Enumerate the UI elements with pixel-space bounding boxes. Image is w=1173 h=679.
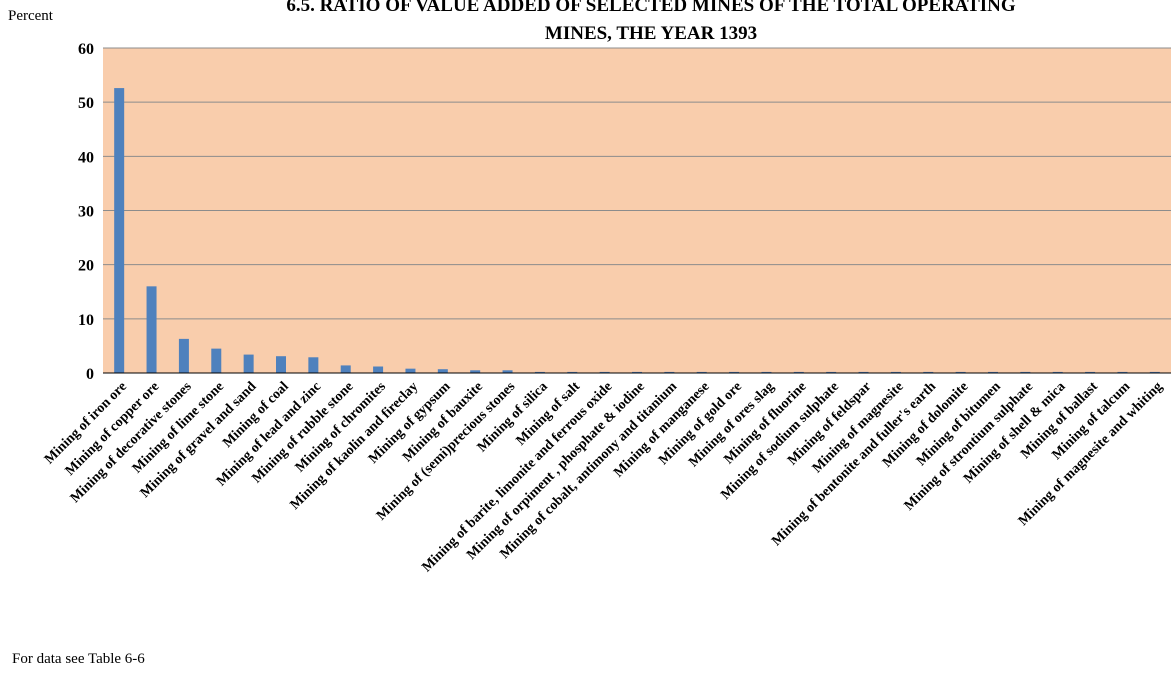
- bar: [567, 371, 578, 373]
- bar: [114, 88, 125, 373]
- y-tick-label: 10: [78, 312, 94, 329]
- bars: [114, 88, 1160, 373]
- x-tick-label: Mining of decorative stones: [68, 379, 195, 506]
- bar: [534, 371, 545, 373]
- bar: [632, 371, 642, 373]
- bar: [599, 371, 610, 373]
- bar: [211, 348, 222, 373]
- bar: [1149, 371, 1160, 373]
- bar: [664, 371, 675, 373]
- bar: [502, 370, 513, 373]
- y-axis-label: Percent: [8, 8, 54, 24]
- bar: [373, 366, 384, 373]
- bar: [729, 371, 740, 373]
- bar: [1020, 371, 1031, 373]
- y-tick-label: 20: [78, 258, 94, 275]
- bar: [923, 371, 934, 373]
- bar: [890, 371, 901, 373]
- bar: [826, 371, 837, 373]
- bar: [437, 369, 448, 373]
- bar: [470, 370, 481, 373]
- bar: [988, 371, 998, 373]
- bar: [1117, 371, 1128, 373]
- bar: [793, 371, 804, 373]
- y-tick-label: 30: [78, 204, 94, 221]
- footnote: For data see Table 6-6: [12, 651, 145, 667]
- bar: [276, 356, 286, 373]
- bar: [405, 368, 416, 373]
- chart-title-line-1: 6.5. RATIO OF VALUE ADDED OF SELECTED MI…: [286, 0, 1016, 16]
- bar: [146, 286, 157, 373]
- bar: [696, 371, 707, 373]
- bar: [243, 354, 254, 373]
- bar: [858, 371, 869, 373]
- y-tick-label: 50: [78, 95, 94, 112]
- y-tick-label: 60: [78, 41, 94, 58]
- chart-title-line-2: MINES, THE YEAR 1393: [545, 23, 757, 44]
- bar: [178, 338, 189, 373]
- y-tick-label: 0: [86, 366, 94, 383]
- bar: [308, 357, 319, 373]
- bar: [955, 371, 966, 373]
- bar: [1085, 371, 1096, 373]
- bar: [340, 365, 351, 373]
- bar: [1052, 371, 1063, 373]
- y-tick-labels: 0 10 20 30 40 50 60: [78, 41, 94, 383]
- y-tick-label: 40: [78, 149, 94, 166]
- bar: [761, 371, 772, 373]
